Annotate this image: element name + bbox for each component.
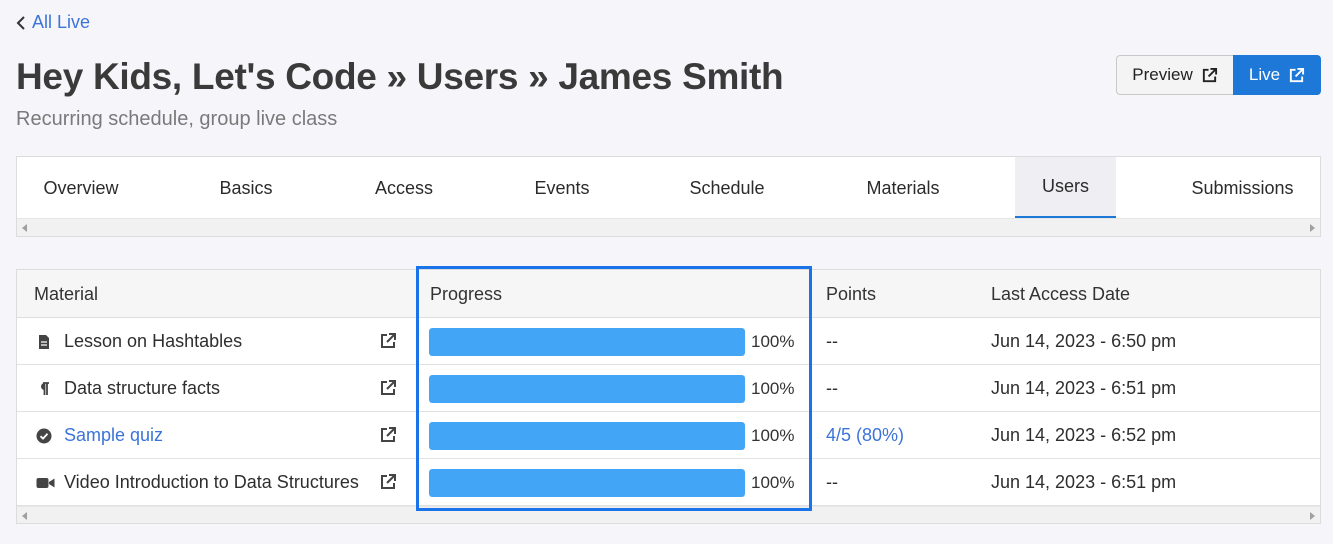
progress-percent: 100%: [751, 472, 795, 492]
progress-percent: 100%: [751, 425, 795, 445]
scroll-left-arrow-icon[interactable]: [22, 512, 27, 520]
back-link-all-live[interactable]: All Live: [16, 12, 90, 33]
last-access-cell: Jun 14, 2023 - 6:51 pm: [991, 472, 1177, 492]
back-link-label: All Live: [32, 12, 91, 32]
column-header-last-access-date: Last Access Date: [991, 283, 1131, 304]
scroll-right-arrow-icon[interactable]: [1310, 512, 1315, 520]
progress-bar: [429, 375, 745, 403]
tabs-horizontal-scrollbar[interactable]: [17, 218, 1320, 236]
column-header-points: Points: [826, 283, 877, 304]
material-name: Video Introduction to Data Structures: [64, 472, 359, 492]
points-cell: --: [826, 472, 838, 492]
tab-materials[interactable]: Materials: [866, 177, 940, 198]
progress-percent: 100%: [751, 378, 795, 398]
external-link-icon[interactable]: [379, 379, 397, 397]
external-link-icon: [1202, 67, 1217, 82]
tab-access[interactable]: Access: [374, 177, 434, 198]
points-cell: --: [826, 378, 838, 398]
table-header: Material Progress Points Last Access Dat…: [17, 270, 1320, 318]
scroll-left-arrow-icon[interactable]: [22, 224, 27, 232]
material-cell: Video Introduction to Data Structures: [36, 459, 359, 506]
table-row: Sample quiz 100% 4/5 (80%) Jun 14, 2023 …: [17, 412, 1320, 459]
page-title: Hey Kids, Let's Code » Users » James Smi…: [16, 56, 784, 97]
user-materials-table: Material Progress Points Last Access Dat…: [16, 269, 1321, 524]
table-horizontal-scrollbar[interactable]: [17, 506, 1320, 523]
tab-basics[interactable]: Basics: [219, 177, 273, 198]
live-button-label: Live: [1248, 65, 1281, 84]
progress-bar: [429, 422, 745, 450]
page-subtitle: Recurring schedule, group live class: [16, 108, 338, 130]
progress-bar-fill: [429, 328, 745, 356]
progress-bar: [429, 469, 745, 497]
material-cell: Data structure facts: [36, 365, 220, 412]
progress-bar-fill: [429, 469, 745, 497]
preview-button-label: Preview: [1132, 65, 1193, 84]
last-access-cell: Jun 14, 2023 - 6:50 pm: [991, 331, 1177, 351]
table-row: Lesson on Hashtables 100% -- Jun 14, 202…: [17, 318, 1320, 365]
tab-bar: Overview Basics Access Events Schedule M…: [17, 157, 1320, 219]
external-link-icon[interactable]: [379, 426, 397, 444]
column-header-material: Material: [34, 283, 99, 304]
scroll-right-arrow-icon[interactable]: [1310, 224, 1315, 232]
last-access-cell: Jun 14, 2023 - 6:52 pm: [991, 425, 1177, 445]
table-row: Data structure facts 100% -- Jun 14, 202…: [17, 365, 1320, 412]
external-link-icon[interactable]: [379, 332, 397, 350]
paragraph-icon: [41, 381, 49, 395]
video-camera-icon: [36, 477, 55, 488]
tab-users[interactable]: Users: [1015, 157, 1116, 219]
progress-bar: [429, 328, 745, 356]
tab-schedule[interactable]: Schedule: [689, 177, 765, 198]
external-link-icon: [1289, 67, 1305, 82]
check-circle-icon: [36, 428, 52, 443]
column-header-progress: Progress: [430, 283, 503, 304]
material-name-link[interactable]: Sample quiz: [64, 425, 164, 445]
points-cell: --: [826, 331, 838, 351]
progress-percent: 100%: [751, 331, 795, 351]
document-icon: [39, 334, 49, 349]
chevron-left-icon: [16, 15, 25, 30]
progress-bar-fill: [429, 422, 745, 450]
live-button[interactable]: Live: [1233, 55, 1321, 95]
material-name: Data structure facts: [64, 378, 221, 398]
preview-button[interactable]: Preview: [1116, 55, 1233, 95]
material-name: Lesson on Hashtables: [64, 331, 243, 351]
material-cell: Sample quiz: [36, 412, 163, 459]
points-link[interactable]: 4/5 (80%): [826, 425, 905, 445]
tabs-panel: Overview Basics Access Events Schedule M…: [16, 156, 1321, 237]
external-link-icon[interactable]: [379, 473, 397, 491]
table-row: Video Introduction to Data Structures 10…: [17, 459, 1320, 506]
view-button-group: Preview Live: [1116, 55, 1321, 95]
material-cell: Lesson on Hashtables: [36, 318, 242, 365]
tab-events[interactable]: Events: [534, 177, 590, 198]
last-access-cell: Jun 14, 2023 - 6:51 pm: [991, 378, 1177, 398]
progress-bar-fill: [429, 375, 745, 403]
tab-submissions[interactable]: Submissions: [1191, 177, 1294, 198]
tab-overview[interactable]: Overview: [43, 177, 119, 198]
